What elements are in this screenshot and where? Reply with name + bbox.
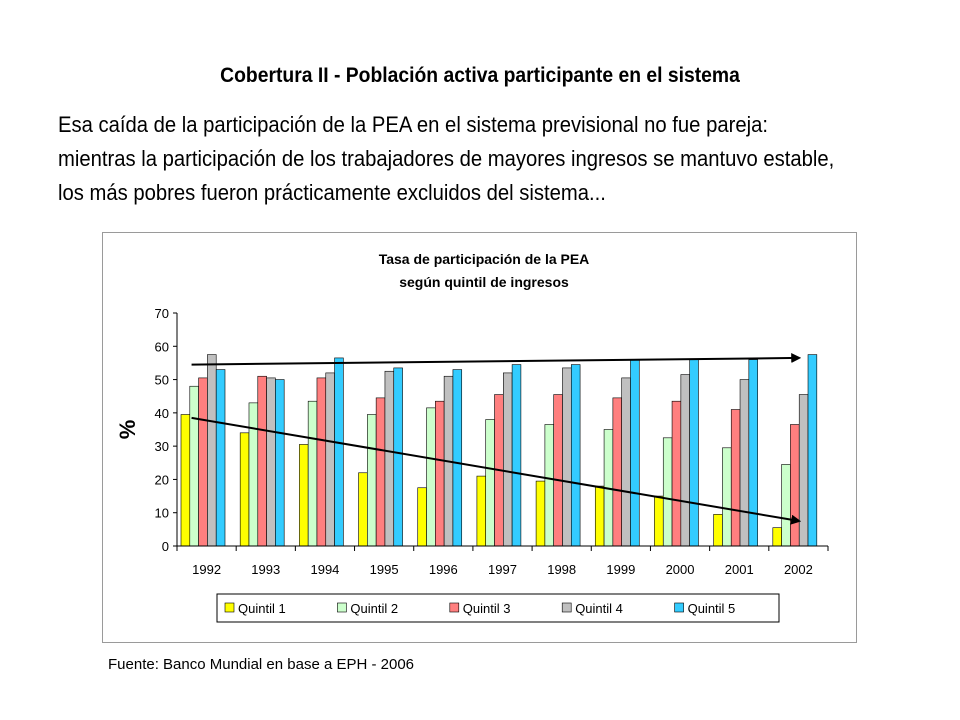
legend-swatch [561, 602, 572, 613]
bar [730, 409, 741, 547]
slide-body-text: Esa caída de la participación de la PEA … [58, 112, 835, 205]
bar [662, 437, 673, 547]
bar [266, 377, 276, 547]
bar [772, 527, 782, 547]
bar [748, 359, 758, 547]
bar [544, 424, 554, 547]
bar [248, 402, 259, 547]
bar [511, 364, 522, 547]
bar [367, 414, 377, 547]
bar [485, 419, 495, 547]
legend-label: Quintil 4 [575, 601, 623, 616]
bar [325, 372, 335, 547]
trend-arrow [191, 353, 802, 366]
bar [807, 354, 818, 547]
bar [680, 374, 690, 547]
y-tick-label: 50 [155, 373, 169, 388]
legend-swatch [337, 602, 347, 613]
bar [476, 475, 487, 547]
bar [417, 487, 427, 547]
x-tick-label: 1992 [192, 562, 221, 577]
bar [257, 375, 267, 547]
bar [781, 464, 791, 547]
source-note: Fuente: Banco Mundial en base a EPH - 20… [108, 656, 415, 673]
bar [189, 385, 199, 547]
y-tick-label: 10 [155, 506, 169, 521]
bar [503, 372, 513, 547]
bar [180, 414, 191, 547]
y-tick-label: 60 [155, 339, 169, 354]
bar [594, 485, 605, 547]
chart-svg: Tasa de participación de la PEA según qu… [115, 251, 829, 623]
x-tick-label: 1998 [547, 562, 576, 577]
legend-label: Quintil 2 [350, 601, 398, 616]
y-tick-label: 70 [155, 306, 169, 321]
y-tick-label: 0 [162, 539, 169, 554]
bar [198, 377, 208, 547]
x-tick-label: 1995 [370, 562, 399, 577]
bar [553, 394, 563, 547]
bar [384, 370, 395, 547]
bar [713, 514, 723, 547]
bar [722, 447, 732, 547]
bar [207, 354, 217, 547]
bar [689, 359, 699, 547]
x-tick-label: 1994 [310, 562, 339, 577]
x-tick-label: 2002 [784, 562, 813, 577]
legend-label: Quintil 5 [688, 601, 736, 616]
bar [307, 400, 318, 547]
bar [671, 400, 682, 547]
bars [180, 354, 818, 547]
trend-arrows [191, 353, 802, 525]
x-tick-label: 1996 [429, 562, 458, 577]
bar [334, 357, 344, 547]
bar [570, 364, 581, 547]
bar [612, 397, 622, 547]
x-tick-label: 1999 [606, 562, 635, 577]
bar [375, 397, 386, 547]
bar [275, 379, 285, 547]
legend-swatch [674, 602, 684, 613]
bar [393, 367, 403, 547]
bar [630, 359, 640, 547]
bar [435, 400, 445, 547]
chart-title: Tasa de participación de la PEA [379, 251, 590, 267]
bar [562, 367, 572, 547]
bar [739, 379, 750, 547]
legend-swatch [449, 602, 460, 613]
bar [215, 369, 226, 547]
bar [316, 377, 327, 547]
bar [621, 377, 631, 547]
bar [654, 495, 664, 547]
y-axis: 0 10 20 30 40 50 60 70 [155, 306, 178, 554]
bar [358, 472, 368, 547]
slide-title: Cobertura II - Población activa particip… [220, 64, 740, 87]
chart-subtitle: según quintil de ingresos [399, 274, 569, 290]
bar [798, 394, 809, 547]
y-tick-label: 20 [155, 472, 169, 487]
trend-arrow [191, 416, 802, 525]
chart-legend: Quintil 1 Quintil 2 Quintil 3 Quintil 4 Quin… [216, 593, 780, 623]
legend-label: Quintil 3 [463, 601, 511, 616]
legend-box [216, 593, 780, 623]
x-axis: 1992 1993 1994 1995 1996 1997 1998 1999 2000 2001… [176, 545, 829, 577]
legend-label: Quintil 1 [238, 601, 286, 616]
chart-container: Tasa de participación de la PEA según qu… [102, 232, 857, 643]
x-tick-label: 2001 [725, 562, 754, 577]
x-tick-label: 1997 [488, 562, 517, 577]
bar [426, 407, 436, 547]
bar [790, 424, 800, 547]
y-axis-label: % [115, 420, 140, 440]
bar [239, 432, 250, 547]
bar [535, 480, 546, 547]
bar [299, 444, 309, 547]
x-tick-label: 1993 [251, 562, 280, 577]
y-tick-label: 30 [155, 439, 169, 454]
x-tick-label: 2000 [666, 562, 695, 577]
bar [452, 369, 463, 547]
y-tick-label: 40 [155, 406, 169, 421]
legend-swatch [224, 602, 235, 613]
